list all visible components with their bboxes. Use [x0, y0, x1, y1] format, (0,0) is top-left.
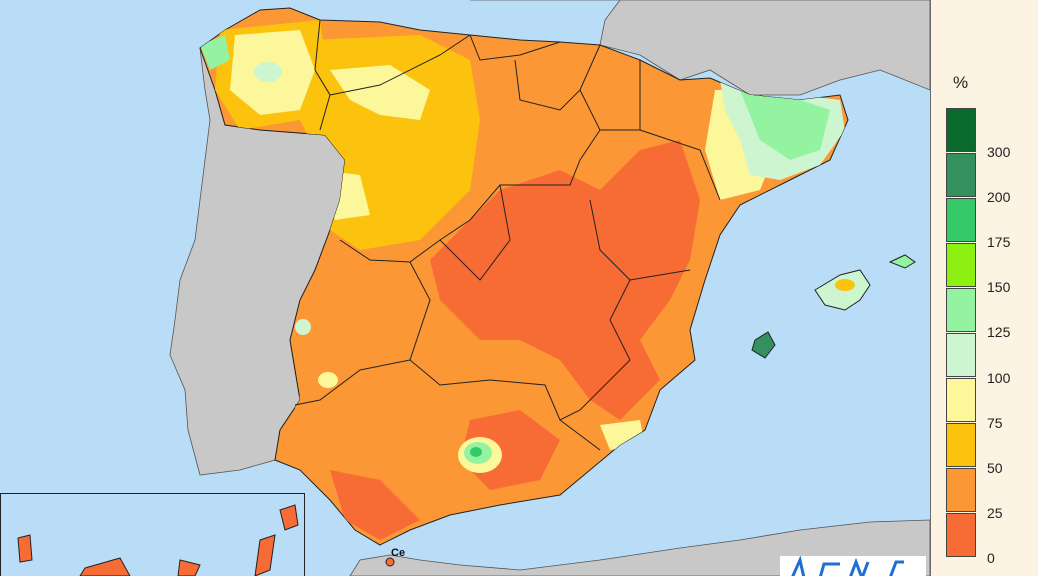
legend-swatch [946, 468, 976, 512]
legend-tick-label: 200 [987, 189, 1011, 205]
legend-swatch [946, 153, 976, 197]
legend-swatch [946, 243, 976, 287]
canary-tenerife [79, 557, 131, 576]
regional-borders [294, 19, 721, 451]
legend-tick-label: 300 [987, 144, 1011, 160]
precipitation-patches [200, 20, 845, 540]
legend-unit-label: % [953, 73, 969, 92]
canary-fuerteventura [254, 534, 276, 576]
france-land [470, 0, 930, 96]
legend-swatch [946, 423, 976, 467]
menorca [888, 254, 916, 269]
precipitation-map [17, 0, 930, 576]
legend-tick-label: 100 [987, 370, 1011, 386]
ibiza [751, 331, 776, 359]
aemet-logo [780, 556, 926, 576]
legend-swatch [946, 198, 976, 242]
legend-tick-label: 50 [987, 460, 1003, 476]
legend-tick-label: 25 [987, 505, 1003, 521]
legend-tick-label: 175 [987, 234, 1011, 250]
legend-tick-label: 0 [987, 550, 995, 566]
canary-lapalma [17, 534, 33, 563]
canary-islands-inset-frame [0, 493, 305, 576]
legend-swatch [946, 513, 976, 557]
legend-panel: % 300 200 175 150 125 100 75 50 25 0 [930, 0, 1038, 576]
canary-grancanaria [177, 559, 201, 576]
legend-tick-label: 125 [987, 324, 1011, 340]
map-area: Ce [0, 0, 930, 576]
legend-swatch [946, 333, 976, 377]
legend-swatch [946, 378, 976, 422]
legend-tick-label: 75 [987, 415, 1003, 431]
legend-tick-label: 150 [987, 279, 1011, 295]
legend-swatch [946, 108, 976, 152]
canary-lanzarote [279, 504, 299, 531]
ceuta-dot [385, 557, 395, 567]
legend-swatch [946, 288, 976, 332]
ceuta-label: Ce [391, 547, 406, 559]
